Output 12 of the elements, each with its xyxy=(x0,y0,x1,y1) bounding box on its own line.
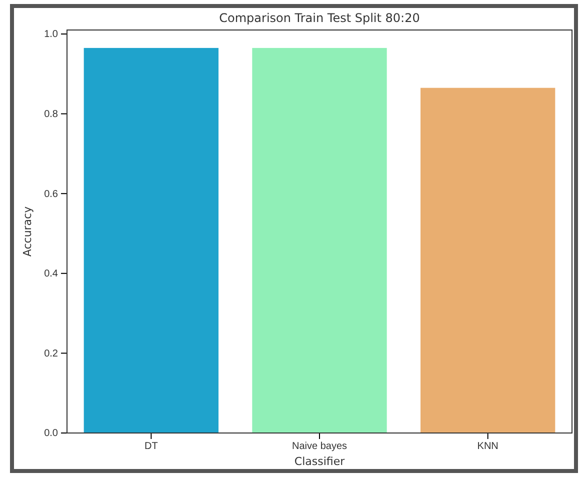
y-tick-label: 1.0 xyxy=(44,29,58,40)
y-tick-label: 0.0 xyxy=(44,428,58,440)
y-tick-label: 0.8 xyxy=(44,108,58,120)
y-axis-title: Accuracy xyxy=(21,206,34,257)
x-tick-label: Naive bayes xyxy=(292,441,348,452)
y-tick-label: 0.2 xyxy=(44,348,58,360)
y-tick-label: 0.6 xyxy=(44,188,58,200)
chart-title: Comparison Train Test Split 80:20 xyxy=(219,11,420,25)
y-tick-label: 0.4 xyxy=(44,268,58,280)
x-axis-title: Classifier xyxy=(294,455,346,468)
x-tick-label: KNN xyxy=(477,441,498,452)
x-tick-label: DT xyxy=(144,441,158,452)
